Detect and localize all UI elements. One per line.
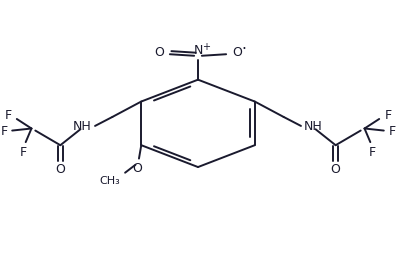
- Text: +: +: [202, 42, 211, 52]
- Text: F: F: [0, 125, 8, 137]
- Text: O: O: [331, 163, 341, 176]
- Text: NH: NH: [73, 120, 92, 133]
- Text: O: O: [133, 162, 142, 175]
- Text: NH: NH: [304, 120, 323, 133]
- Text: F: F: [385, 109, 392, 122]
- Text: O: O: [154, 46, 164, 59]
- Text: F: F: [388, 125, 396, 137]
- Text: ·: ·: [241, 42, 246, 57]
- Text: N: N: [193, 44, 203, 57]
- Text: F: F: [20, 146, 27, 159]
- Text: F: F: [4, 109, 11, 122]
- Text: F: F: [369, 146, 376, 159]
- Text: O: O: [55, 163, 65, 176]
- Text: O: O: [232, 46, 242, 59]
- Text: CH₃: CH₃: [100, 176, 120, 186]
